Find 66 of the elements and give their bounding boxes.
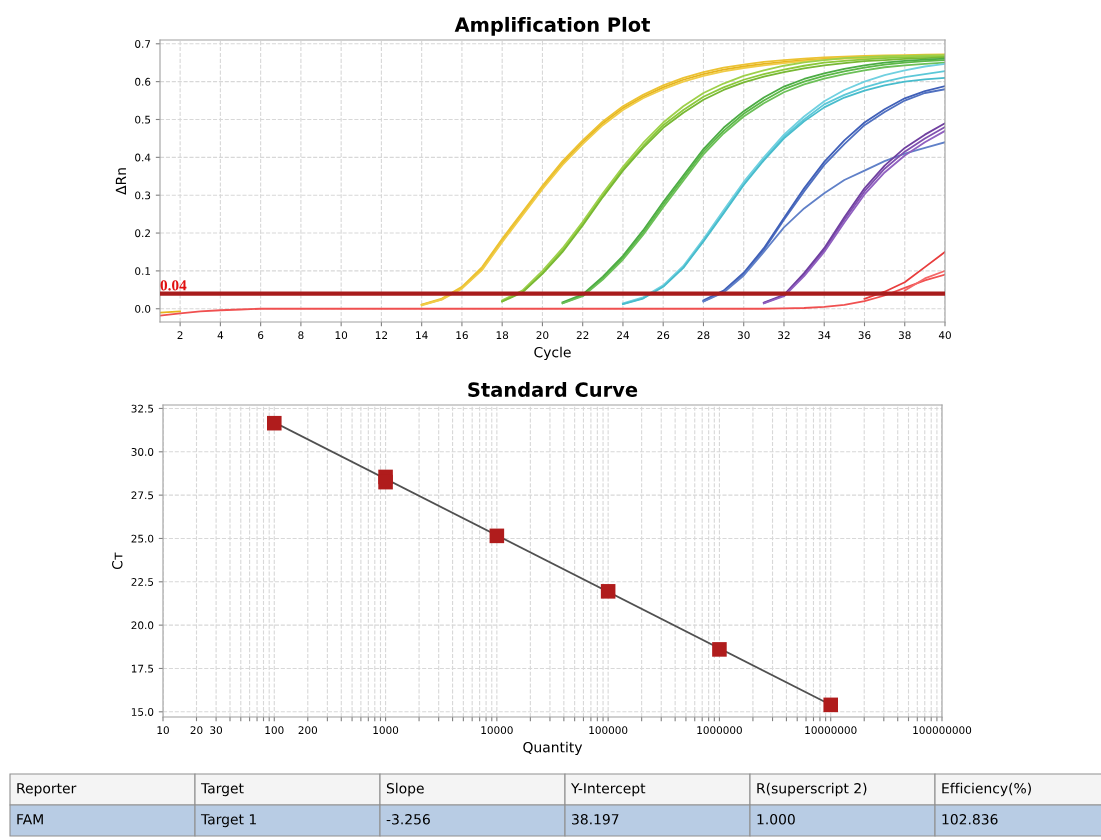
x-tick-label: 1000 — [373, 726, 399, 735]
x-tick-label: 30 — [210, 726, 223, 735]
y-tick-label: 0.0 — [135, 304, 151, 313]
x-tick-label: 100 — [265, 726, 284, 735]
y-axis-title: ΔRn — [115, 168, 126, 195]
y-tick-label: 30.0 — [131, 448, 154, 456]
y-tick-label: 0.2 — [135, 229, 150, 238]
x-tick-label: 10 — [335, 331, 348, 340]
x-tick-label: 12 — [375, 331, 387, 339]
text: 38.197 — [572, 814, 619, 825]
x-tick-label: 40 — [938, 331, 951, 340]
x-tick-label: 34 — [818, 331, 831, 340]
x-tick-label: 2 — [177, 331, 183, 339]
chart-title: Amplification Plot — [454, 16, 650, 36]
x-tick-label: 10000 — [481, 726, 513, 735]
x-tick-label: 10000000 — [805, 726, 857, 735]
y-tick-label: 27.5 — [131, 491, 154, 500]
y-tick-label: 0.6 — [135, 77, 151, 86]
x-tick-label: 32 — [778, 331, 790, 340]
x-tick-label: 100000 — [589, 726, 628, 735]
text: Target 1 — [200, 814, 256, 828]
y-tick-label: 15.0 — [131, 708, 154, 716]
x-tick-label: 22 — [576, 331, 589, 339]
x-tick-label: 200 — [298, 726, 318, 735]
x-tick-label: 16 — [456, 331, 468, 340]
x-axis-title: Cycle — [534, 346, 571, 361]
text: FAM — [17, 814, 43, 825]
text: Target — [200, 783, 244, 797]
x-tick-label: 8 — [298, 331, 304, 340]
x-tick-label: 24 — [617, 331, 629, 339]
x-tick-label: 18 — [496, 331, 509, 340]
text: 1.000 — [757, 814, 795, 825]
y-tick-label: 22.5 — [131, 578, 154, 586]
y-tick-label: 25.0 — [131, 534, 154, 543]
text: Y-Intercept — [570, 783, 646, 797]
text: 102.836 — [942, 814, 998, 825]
y-tick-label: 0.4 — [135, 153, 151, 162]
y-tick-label: 20.0 — [131, 621, 154, 630]
x-tick-label: 14 — [416, 331, 428, 339]
x-tick-label: 10 — [157, 726, 169, 735]
chart-title: Standard Curve — [468, 381, 638, 397]
x-tick-label: 28 — [697, 331, 710, 340]
x-tick-label: 30 — [737, 331, 750, 340]
y-axis-title: Cᴛ — [112, 552, 123, 570]
x-tick-label: 36 — [858, 331, 871, 340]
x-tick-label: 100000000 — [913, 726, 972, 735]
x-tick-label: 26 — [657, 331, 670, 340]
x-tick-label: 1000000 — [697, 726, 742, 735]
text: Slope — [386, 782, 424, 797]
text: R(superscript 2) — [757, 782, 867, 797]
text: Efficiency(%) — [942, 782, 1031, 797]
y-tick-label: 0.3 — [135, 191, 151, 200]
y-tick-label: 32.5 — [131, 404, 154, 413]
y-tick-label: 17.5 — [131, 664, 154, 673]
x-tick-label: 38 — [898, 331, 911, 340]
x-tick-label: 20 — [536, 331, 549, 340]
text: -3.256 — [386, 814, 430, 825]
text: Reporter — [17, 783, 77, 797]
x-tick-label: 4 — [217, 331, 224, 339]
x-tick-label: 6 — [258, 331, 264, 340]
y-tick-label: 0.5 — [135, 115, 151, 124]
y-tick-label: 0.1 — [135, 267, 151, 275]
x-tick-label: 20 — [190, 726, 203, 735]
y-tick-label: 0.7 — [135, 40, 151, 48]
ref-line-label: 0.04 — [160, 280, 187, 291]
x-axis-title: Quantity — [523, 741, 583, 756]
